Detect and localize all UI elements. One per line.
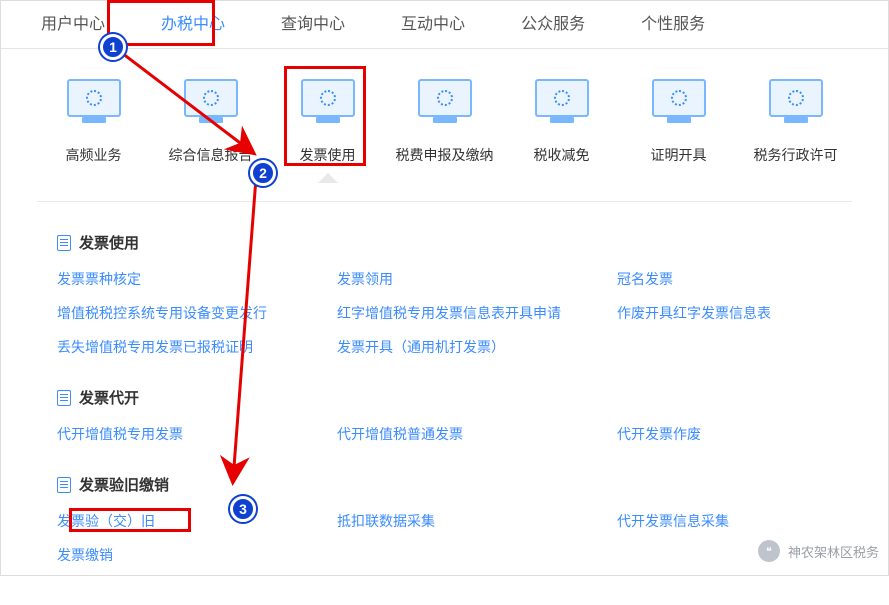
spinner-icon — [671, 90, 687, 106]
category-0[interactable]: 高频业务 — [35, 79, 152, 165]
link-0-2[interactable]: 冠名发票 — [617, 269, 832, 289]
monitor-icon — [67, 79, 121, 117]
spinner-icon — [554, 90, 570, 106]
link-2-1[interactable]: 抵扣联数据采集 — [337, 511, 617, 531]
link-1-2[interactable]: 代开发票作废 — [617, 424, 832, 444]
section-title-text: 发票代开 — [79, 387, 139, 408]
step-badge-1: 1 — [100, 34, 126, 60]
list-icon — [57, 477, 71, 493]
nav-tab-1[interactable]: 办税中心 — [133, 1, 253, 48]
nav-tab-4[interactable]: 公众服务 — [493, 1, 613, 48]
step-badge-3: 3 — [230, 496, 256, 522]
category-3[interactable]: 税费申报及缴纳 — [386, 79, 503, 165]
section-title-text: 发票验旧缴销 — [79, 474, 169, 495]
category-1[interactable]: 综合信息报告 — [152, 79, 269, 165]
link-2-0[interactable]: 发票验（交）旧 — [57, 511, 337, 531]
wechat-icon: ❝ — [758, 540, 780, 562]
section-title-text: 发票使用 — [79, 232, 139, 253]
link-2-2[interactable]: 代开发票信息采集 — [617, 511, 832, 531]
category-5[interactable]: 证明开具 — [620, 79, 737, 165]
section-title-2: 发票验旧缴销 — [57, 474, 832, 495]
list-icon — [57, 390, 71, 406]
link-1-0[interactable]: 代开增值税专用发票 — [57, 424, 337, 444]
category-label: 综合信息报告 — [169, 145, 253, 165]
monitor-icon — [652, 79, 706, 117]
category-6[interactable]: 税务行政许可 — [737, 79, 854, 165]
link-2-3[interactable]: 发票缴销 — [57, 545, 337, 565]
nav-tab-2[interactable]: 查询中心 — [253, 1, 373, 48]
spinner-icon — [86, 90, 102, 106]
monitor-icon — [535, 79, 589, 117]
spinner-icon — [788, 90, 804, 106]
monitor-icon — [769, 79, 823, 117]
link-0-4[interactable]: 红字增值税专用发票信息表开具申请 — [337, 303, 617, 323]
category-label: 税费申报及缴纳 — [396, 145, 494, 165]
spinner-icon — [203, 90, 219, 106]
step-badge-2: 2 — [250, 160, 276, 186]
monitor-icon — [301, 79, 355, 117]
link-0-7[interactable]: 发票开具（通用机打发票） — [337, 337, 617, 357]
spinner-icon — [320, 90, 336, 106]
category-label: 高频业务 — [66, 145, 122, 165]
watermark-text: 神农架林区税务 — [788, 542, 879, 561]
monitor-icon — [184, 79, 238, 117]
category-label: 发票使用 — [300, 145, 356, 165]
link-0-3[interactable]: 增值税税控系统专用设备变更发行 — [57, 303, 337, 323]
link-0-5[interactable]: 作废开具红字发票信息表 — [617, 303, 832, 323]
link-0-1[interactable]: 发票领用 — [337, 269, 617, 289]
link-0-0[interactable]: 发票票种核定 — [57, 269, 337, 289]
link-0-6[interactable]: 丢失增值税专用发票已报税证明 — [57, 337, 337, 357]
category-label: 证明开具 — [651, 145, 707, 165]
category-4[interactable]: 税收减免 — [503, 79, 620, 165]
nav-tab-3[interactable]: 互动中心 — [373, 1, 493, 48]
section-title-0: 发票使用 — [57, 232, 832, 253]
category-label: 税收减免 — [534, 145, 590, 165]
monitor-icon — [418, 79, 472, 117]
category-2[interactable]: 发票使用 — [269, 79, 386, 165]
nav-tab-5[interactable]: 个性服务 — [613, 1, 733, 48]
spinner-icon — [437, 90, 453, 106]
category-label: 税务行政许可 — [754, 145, 838, 165]
list-icon — [57, 235, 71, 251]
link-1-1[interactable]: 代开增值税普通发票 — [337, 424, 617, 444]
watermark: ❝ 神农架林区税务 — [758, 540, 879, 562]
section-title-1: 发票代开 — [57, 387, 832, 408]
